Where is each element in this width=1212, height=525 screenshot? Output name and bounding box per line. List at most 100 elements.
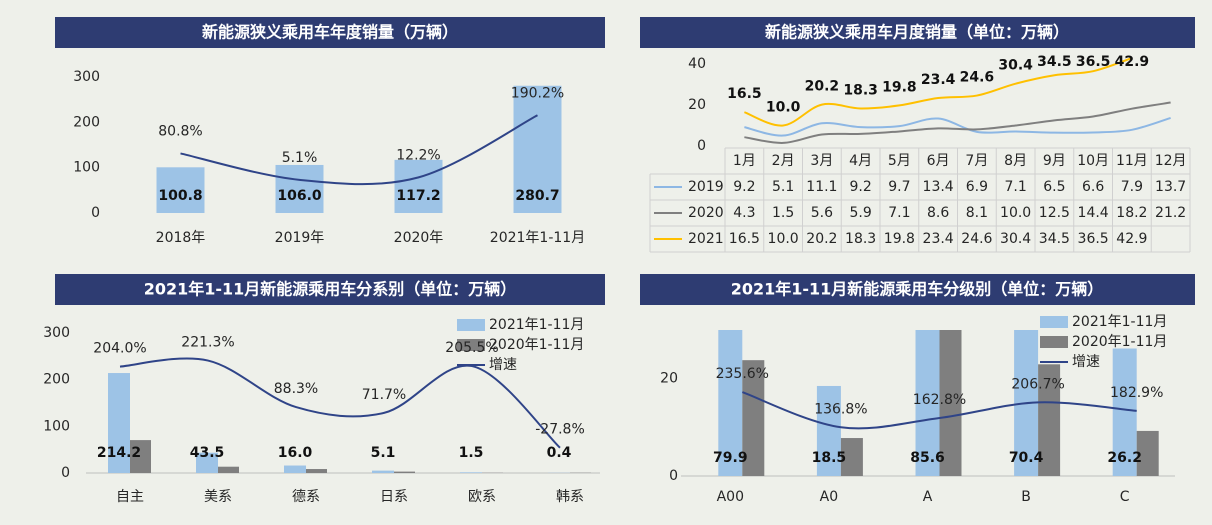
y-tick-label: 200 [73,114,100,130]
table-cell: 9.2 [733,179,755,195]
x-tick-label: 自主 [116,489,144,505]
data-label: 24.6 [960,70,995,86]
data-label: 235.6% [716,366,769,382]
bar [196,452,218,473]
y-tick-label: 300 [43,325,70,341]
table-cell: 21.2 [1155,205,1186,221]
table-cell: 1.5 [772,205,794,221]
x-tick-label: 韩系 [556,489,584,505]
bar [915,330,940,477]
data-label: 214.2 [97,445,141,461]
x-tick-label: 8月 [1004,153,1027,169]
bar [306,469,327,473]
data-label: 23.4 [921,72,956,88]
data-label: 221.3% [181,335,234,351]
legend-label: 2020 [688,205,724,221]
bar [816,385,841,476]
table-cell: 30.4 [1000,231,1031,247]
table-cell: 7.1 [1004,179,1026,195]
x-tick-label: 12月 [1155,153,1187,169]
x-tick-label: 德系 [292,489,320,505]
bar [939,330,962,476]
plot-area [156,85,562,213]
x-tick-label: 7月 [965,153,988,169]
chart-title: 2021年1-11月新能源乘用车分系别（单位：万辆） [144,280,517,299]
x-tick-label: 2月 [772,153,795,169]
data-label: 80.8% [158,123,202,139]
line [119,357,561,449]
table-cell: 10.0 [1000,205,1031,221]
line [744,116,1171,137]
bar [718,330,743,477]
data-label: 12.2% [396,147,440,163]
legend-swatch [457,319,485,331]
data-label: 71.7% [362,387,406,403]
data-label: 18.3 [843,82,878,98]
table-cell: 24.6 [961,231,992,247]
y-tick-label: 100 [43,418,70,434]
x-tick-label: 4月 [849,153,872,169]
y-tick-label: 100 [73,160,100,176]
chart-title: 新能源狭义乘用车月度销量（单位：万辆） [765,23,1069,42]
table-cell: 9.2 [849,179,871,195]
legend-label: 2021年1-11月 [1072,314,1167,330]
x-tick-label: 日系 [380,489,408,505]
data-label: 136.8% [814,401,867,417]
plot-area [108,373,591,473]
legend-label: 2021年1-11月 [489,317,584,333]
data-label: 34.5 [1037,54,1072,70]
legend-swatch [1040,336,1068,348]
data-label: 79.9 [713,450,748,466]
legend-label: 2019 [688,179,724,195]
bar [1136,430,1159,476]
x-tick-label: 2021年1-11月 [490,230,585,246]
legend-label: 增速 [489,357,517,373]
legend-label: 2021 [688,231,724,247]
line [180,114,538,186]
x-tick-label: A [923,489,933,505]
x-tick-label: 2020年 [394,230,444,246]
x-tick-label: 2019年 [275,230,325,246]
table-cell: 8.6 [927,205,949,221]
data-label: 190.2% [511,85,564,101]
table-cell: 12.5 [1039,205,1070,221]
y-tick-label: 40 [688,56,706,72]
legend-label: 增速 [1072,354,1100,370]
data-label: 182.9% [1110,385,1163,401]
table-cell: 13.7 [1155,179,1186,195]
data-label: -27.8% [535,422,585,438]
table-cell: 19.8 [884,231,915,247]
data-label: 117.2 [396,188,440,204]
data-label: 19.8 [882,79,917,95]
data-label: 5.1 [371,445,396,461]
table-cell: 42.9 [1116,231,1147,247]
bar [394,471,415,473]
bar [742,360,765,476]
y-tick-label: 20 [660,371,678,387]
title-bar [640,17,1195,48]
y-tick-label: 0 [61,465,70,481]
bar [156,167,205,213]
data-label: 16.0 [278,445,313,461]
data-label: 1.5 [459,445,484,461]
data-label: 20.2 [805,79,840,95]
table-cell: 6.5 [1043,179,1065,195]
line [744,57,1133,127]
bar [218,466,239,473]
table-cell: 14.4 [1078,205,1109,221]
table-cell: 18.2 [1116,205,1147,221]
table-cell: 11.1 [806,179,837,195]
bar [284,465,306,473]
table-cell: 20.2 [806,231,837,247]
data-label: 88.3% [274,381,318,397]
chart-title: 新能源狭义乘用车年度销量（万辆） [202,23,458,42]
table-cell: 16.5 [729,231,760,247]
data-label: 0.4 [547,445,572,461]
x-tick-label: B [1021,489,1031,505]
data-label: 85.6 [910,450,945,466]
y-tick-label: 0 [91,205,100,221]
data-label: 43.5 [190,445,225,461]
bar [1112,348,1137,476]
